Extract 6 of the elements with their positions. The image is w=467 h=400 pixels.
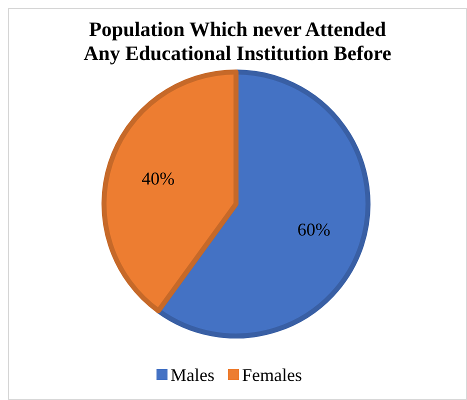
data-label: 60% bbox=[297, 219, 330, 240]
data-label: 40% bbox=[142, 168, 175, 189]
chart-title: Population Which never Attended Any Educational Institution Before bbox=[84, 19, 392, 65]
legend-label: Females bbox=[242, 365, 302, 385]
pie-slice bbox=[102, 70, 238, 314]
legend-label: Males bbox=[170, 365, 214, 385]
